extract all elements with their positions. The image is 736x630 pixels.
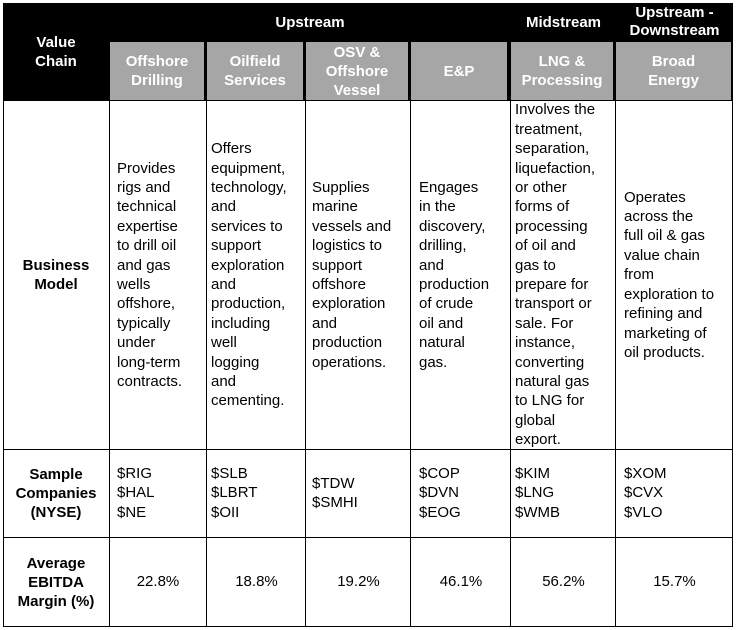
grid-line (3, 3, 4, 627)
sample-companies-cell: $COP $DVN $EOG (419, 464, 461, 521)
col-osv-offshore-vessel: OSV & Offshore Vessel (306, 42, 408, 100)
grid-line (615, 101, 616, 627)
row-label-ebitda: Average EBITDA Margin (%) (17, 554, 95, 610)
grid-line (305, 101, 306, 627)
business-model-cell: Supplies marine vessels and logistics to… (312, 178, 392, 371)
business-model-cell: Provides rigs and technical expertise to… (117, 159, 183, 391)
col-oilfield-services: Oilfield Services (207, 42, 303, 100)
business-model-cell: Involves the treatment, separation, liqu… (515, 101, 596, 449)
business-model-cell: Offers equipment, technology, and servic… (211, 140, 287, 410)
ebitda-cell: 15.7% (653, 573, 696, 591)
col-broad-energy: Broad Energy (616, 42, 731, 100)
grid-line (410, 101, 411, 627)
business-model-cell: Operates across the full oil & gas value… (624, 188, 715, 361)
col-e-and-p: E&P (411, 42, 507, 100)
upstream-downstream-header: Upstream - Downstream (616, 3, 733, 41)
row-label-business-model: Business Model (22, 257, 90, 293)
sample-companies-cell: $KIM $LNG $WMB (515, 464, 560, 521)
grid-line (510, 101, 511, 627)
sample-companies-cell: $TDW $SMHI (312, 474, 358, 511)
grid-line (3, 626, 733, 627)
business-model-cell: Engages in the discovery, drilling, and … (419, 178, 490, 371)
col-offshore-drilling: Offshore Drilling (110, 42, 204, 100)
ebitda-cell: 22.8% (136, 573, 180, 591)
grid-line (3, 537, 733, 538)
ebitda-cell: 56.2% (542, 573, 585, 591)
sample-companies-cell: $XOM $CVX $VLO (624, 464, 667, 521)
upstream-header: Upstream (109, 3, 511, 41)
sample-companies-cell: $SLB $LBRT $OII (211, 464, 258, 521)
grid-line (109, 101, 110, 627)
sample-companies-cell: $RIG $HAL $NE (117, 464, 155, 521)
ebitda-cell: 18.8% (235, 573, 278, 591)
midstream-header: Midstream (511, 3, 616, 41)
grid-line (732, 3, 733, 627)
ebitda-cell: 19.2% (337, 573, 380, 591)
col-lng-processing: LNG & Processing (511, 42, 613, 100)
ebitda-cell: 46.1% (439, 573, 483, 591)
value-chain-table: Value Chain Upstream Midstream Upstream … (3, 3, 733, 627)
grid-line (3, 449, 733, 450)
value-chain-header: Value Chain (3, 3, 109, 101)
row-label-sample-companies: Sample Companies (NYSE) (15, 465, 97, 521)
grid-line (206, 101, 207, 627)
